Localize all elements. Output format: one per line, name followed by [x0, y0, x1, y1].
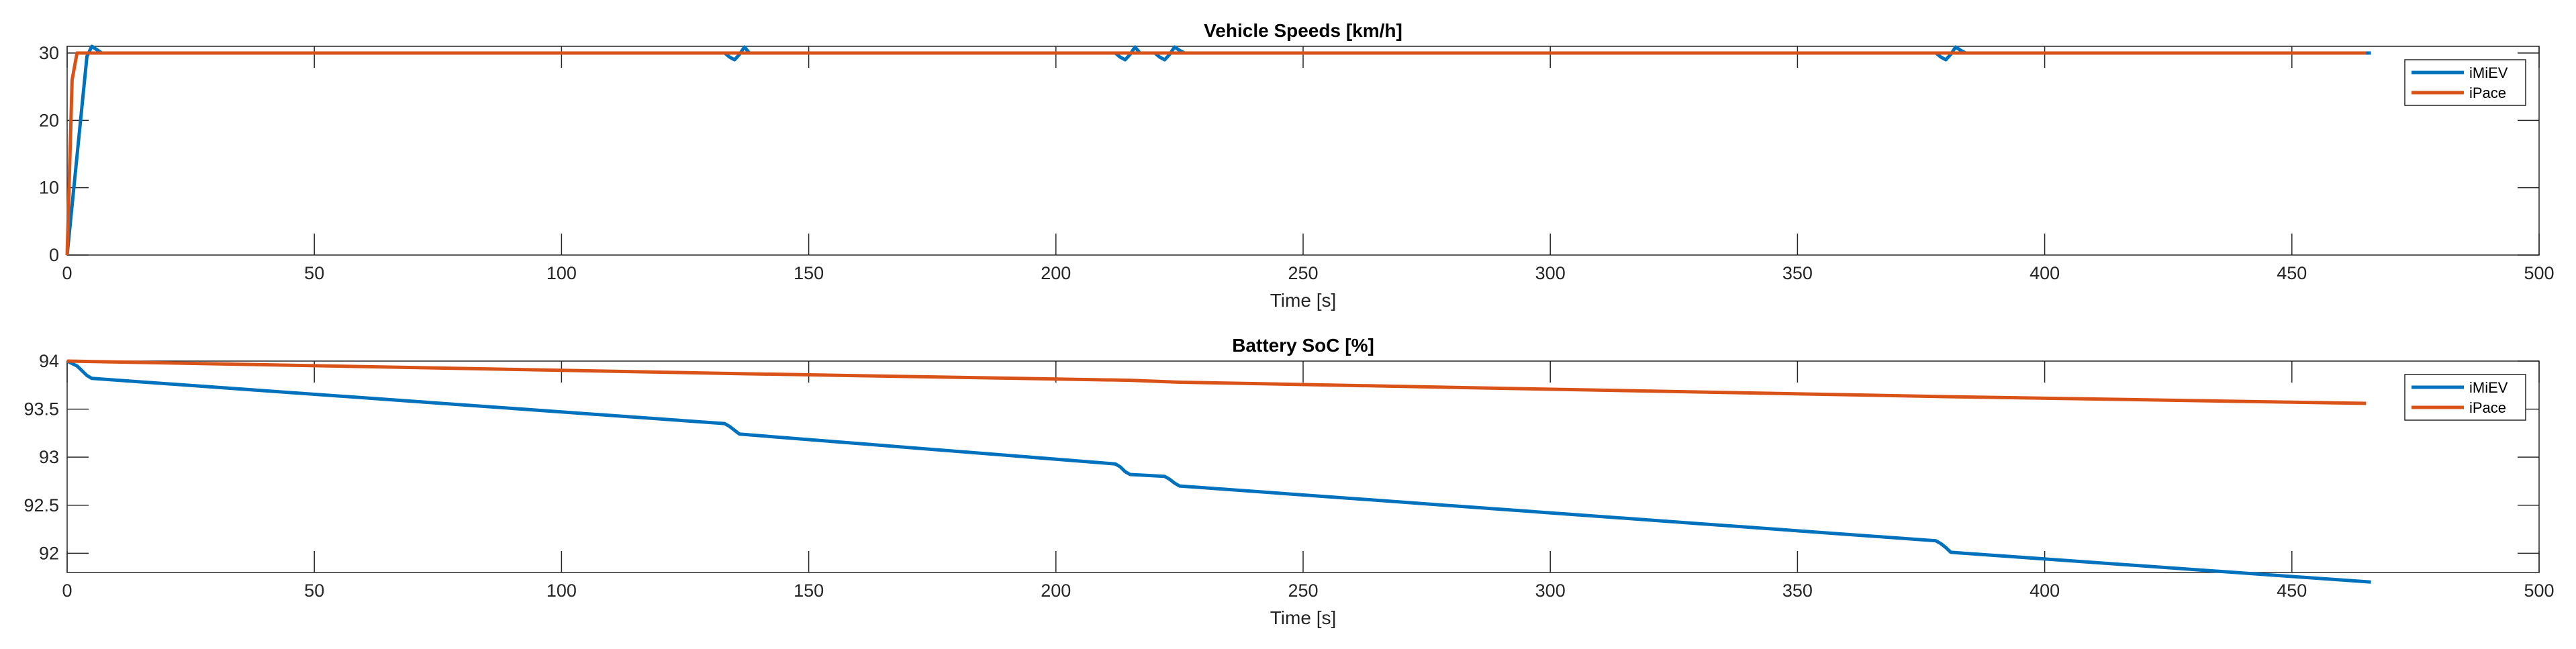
series-line-ipace	[65, 51, 2367, 256]
y-tick-label: 93	[39, 447, 59, 467]
y-tick-label: 92.5	[23, 495, 59, 515]
x-axis-label: Time [s]	[1270, 607, 1337, 628]
plot-area	[66, 360, 2540, 573]
x-tick-label: 100	[546, 263, 577, 283]
plot-area	[66, 46, 2540, 256]
y-tick-label: 20	[39, 110, 59, 130]
x-tick-label: 500	[2524, 263, 2554, 283]
x-axis-label: Time [s]	[1270, 290, 1337, 311]
x-tick-label: 0	[62, 581, 72, 601]
series-line-ipace	[66, 359, 2367, 405]
chart-title: Vehicle Speeds [km/h]	[1204, 20, 1402, 41]
x-tick-label: 200	[1041, 263, 1071, 283]
x-tick-label: 0	[62, 263, 72, 283]
speed-axes: 0 50 100 150 200 250 300 350 400 450 500 0 10 20 30 Veh…	[39, 20, 2555, 311]
x-tick-label: 150	[794, 263, 824, 283]
x-tick-label: 50	[304, 581, 324, 601]
legend-label: iMiEV	[2469, 379, 2508, 396]
soc-axes: 0 50 100 150 200 250 300 350 400 450 500 92 92.5 93 93…	[23, 335, 2554, 628]
x-tick-label: 200	[1041, 581, 1071, 601]
x-tick-label: 300	[1535, 581, 1566, 601]
legend	[2404, 374, 2526, 421]
x-tick-label: 100	[546, 581, 577, 601]
x-tick-label: 250	[1288, 581, 1318, 601]
x-tick-label: 500	[2524, 581, 2554, 601]
legend-label: iPace	[2469, 399, 2506, 416]
x-tick-label: 350	[1782, 581, 1813, 601]
y-tick-label: 94	[39, 351, 59, 371]
x-tick-label: 450	[2277, 263, 2307, 283]
series-line-imiev	[66, 359, 2371, 584]
x-tick-label: 250	[1288, 263, 1318, 283]
chart-title: Battery SoC [%]	[1232, 335, 1374, 356]
legend-label: iPace	[2469, 85, 2506, 101]
y-tick-label: 0	[49, 245, 59, 265]
x-tick-label: 150	[794, 581, 824, 601]
x-tick-label: 400	[2030, 581, 2060, 601]
y-tick-label: 93.5	[23, 399, 59, 419]
x-tick-label: 300	[1535, 263, 1566, 283]
legend	[2404, 59, 2526, 106]
y-tick-label: 30	[39, 43, 59, 63]
y-tick-label: 92	[39, 543, 59, 563]
x-tick-label: 50	[304, 263, 324, 283]
y-tick-label: 10	[39, 178, 59, 198]
x-tick-label: 450	[2277, 581, 2307, 601]
legend-label: iMiEV	[2469, 64, 2508, 81]
x-tick-label: 350	[1782, 263, 1813, 283]
x-tick-label: 400	[2030, 263, 2060, 283]
